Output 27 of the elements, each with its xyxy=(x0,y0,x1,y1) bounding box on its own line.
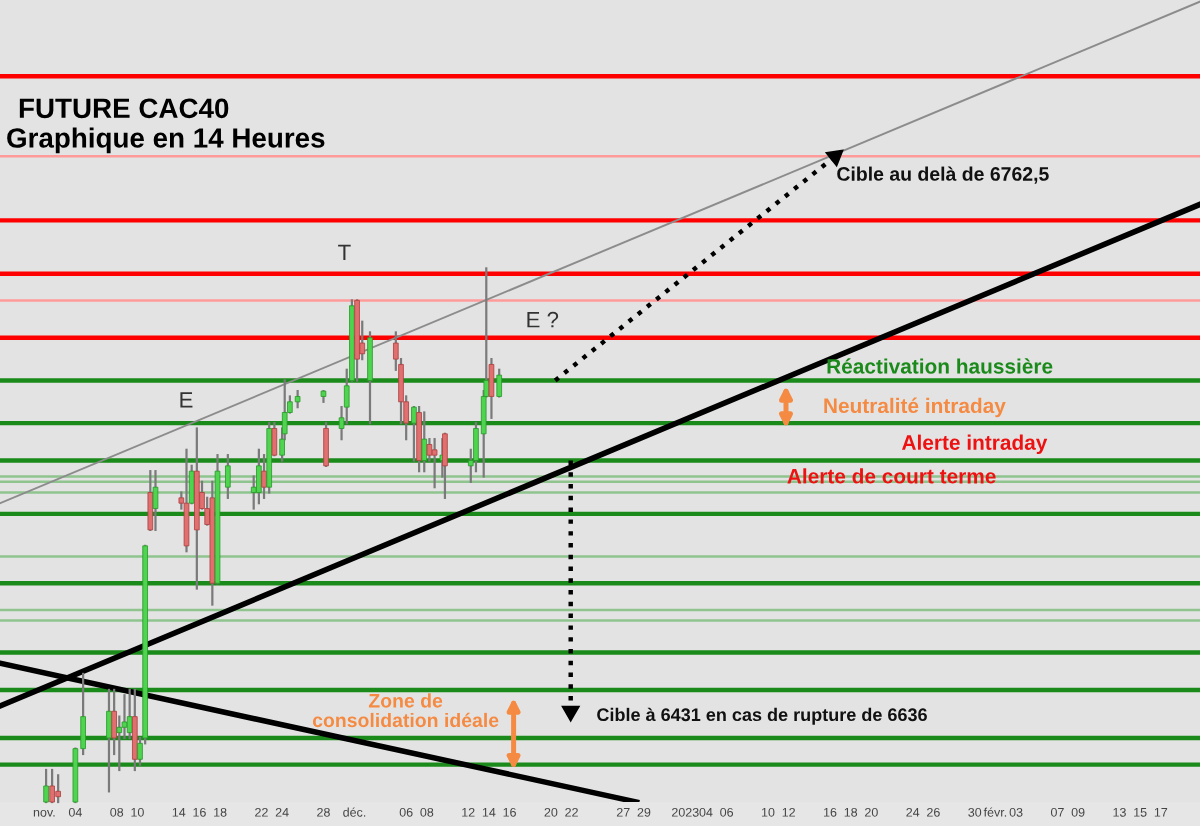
candlestick xyxy=(183,448,190,553)
annotation: Zone de consolidation idéale xyxy=(312,693,499,728)
candlestick xyxy=(49,768,55,804)
annotation: Cible à 6431 en cas de rupture de 6636 xyxy=(597,707,927,725)
annotation: E xyxy=(180,392,193,408)
annotation: Alerte intraday xyxy=(901,434,1048,455)
annotation: Réactivation haussière xyxy=(827,358,1053,374)
candlestick xyxy=(55,774,61,804)
candlestick xyxy=(225,454,231,499)
candlestick xyxy=(106,688,112,793)
annotation: E ? xyxy=(527,311,559,328)
candlestick xyxy=(152,470,159,531)
candlestick xyxy=(367,331,373,425)
candlestick xyxy=(431,438,438,489)
candlestick xyxy=(132,688,138,772)
annotation: Alerte de court terme xyxy=(787,468,996,484)
chart-subtitle: Graphique en 14 Heures xyxy=(7,127,325,154)
candlestick xyxy=(323,422,329,467)
text: Cible au delà de 6762,5 xyxy=(837,166,1049,184)
candlestick xyxy=(43,768,49,804)
candlestick xyxy=(421,411,428,473)
candlestick xyxy=(256,448,262,505)
candlestick xyxy=(496,368,503,398)
candlestick xyxy=(147,470,154,531)
chart-title: FUTURE CAC40 xyxy=(19,98,229,119)
text: T xyxy=(338,244,351,260)
annotation: Neutralité intraday xyxy=(824,397,1006,418)
